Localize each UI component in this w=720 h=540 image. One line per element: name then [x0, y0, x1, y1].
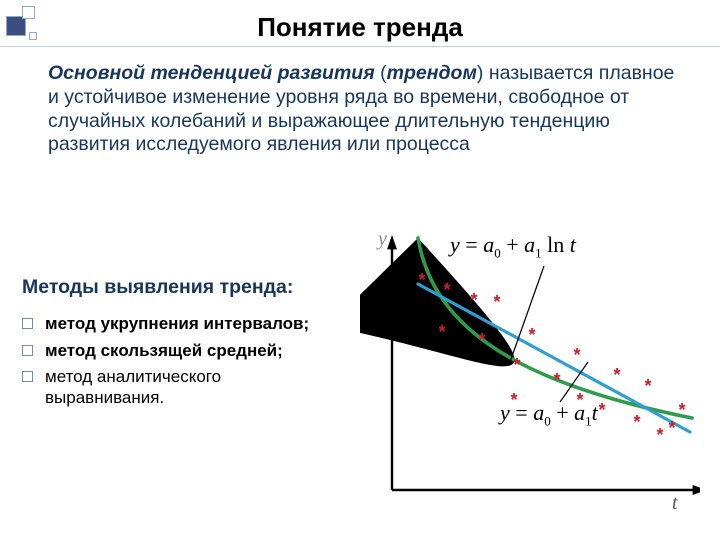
svg-text:*: * — [478, 330, 485, 350]
list-item: метод скользящей средней; — [22, 341, 332, 362]
definition-text: Основной тенденцией развития (трендом) н… — [48, 62, 690, 157]
method-1: метод укрупнения интервалов; — [45, 314, 309, 335]
svg-text:*: * — [613, 365, 620, 385]
svg-text:*: * — [528, 325, 535, 345]
trend-chart: ******************* — [360, 222, 700, 522]
svg-text:*: * — [573, 345, 580, 365]
svg-text:*: * — [644, 376, 651, 396]
bullet-icon — [22, 318, 33, 329]
methods-heading: Методы выявления тренда: — [22, 276, 293, 299]
definition-emphasis: Основной тенденцией развития — [48, 62, 375, 84]
methods-list: метод укрупнения интервалов; метод сколь… — [22, 314, 332, 415]
svg-text:*: * — [493, 292, 500, 312]
list-item: метод укрупнения интервалов; — [22, 314, 332, 335]
bullet-icon — [22, 345, 33, 356]
method-3: метод аналитического выравнивания. — [45, 367, 332, 408]
bullet-icon — [22, 371, 33, 382]
svg-text:*: * — [418, 270, 425, 290]
list-item: метод аналитического выравнивания. — [22, 367, 332, 408]
page-title: Понятие тренда — [0, 12, 720, 43]
svg-text:*: * — [443, 280, 450, 300]
svg-text:*: * — [598, 400, 605, 420]
svg-text:*: * — [470, 290, 477, 310]
svg-text:*: * — [513, 355, 520, 375]
svg-text:*: * — [678, 400, 685, 420]
svg-text:*: * — [438, 322, 445, 342]
method-2: метод скользящей средней; — [45, 341, 283, 362]
equation-log: y = a0 + a1 ln t — [450, 232, 576, 261]
definition-term: трендом — [387, 62, 477, 84]
svg-text:*: * — [633, 412, 640, 432]
svg-text:*: * — [668, 418, 675, 438]
svg-text:*: * — [553, 370, 560, 390]
header-rule — [0, 46, 720, 47]
equation-linear: y = a0 + a1t — [500, 400, 598, 429]
svg-text:*: * — [656, 425, 663, 445]
